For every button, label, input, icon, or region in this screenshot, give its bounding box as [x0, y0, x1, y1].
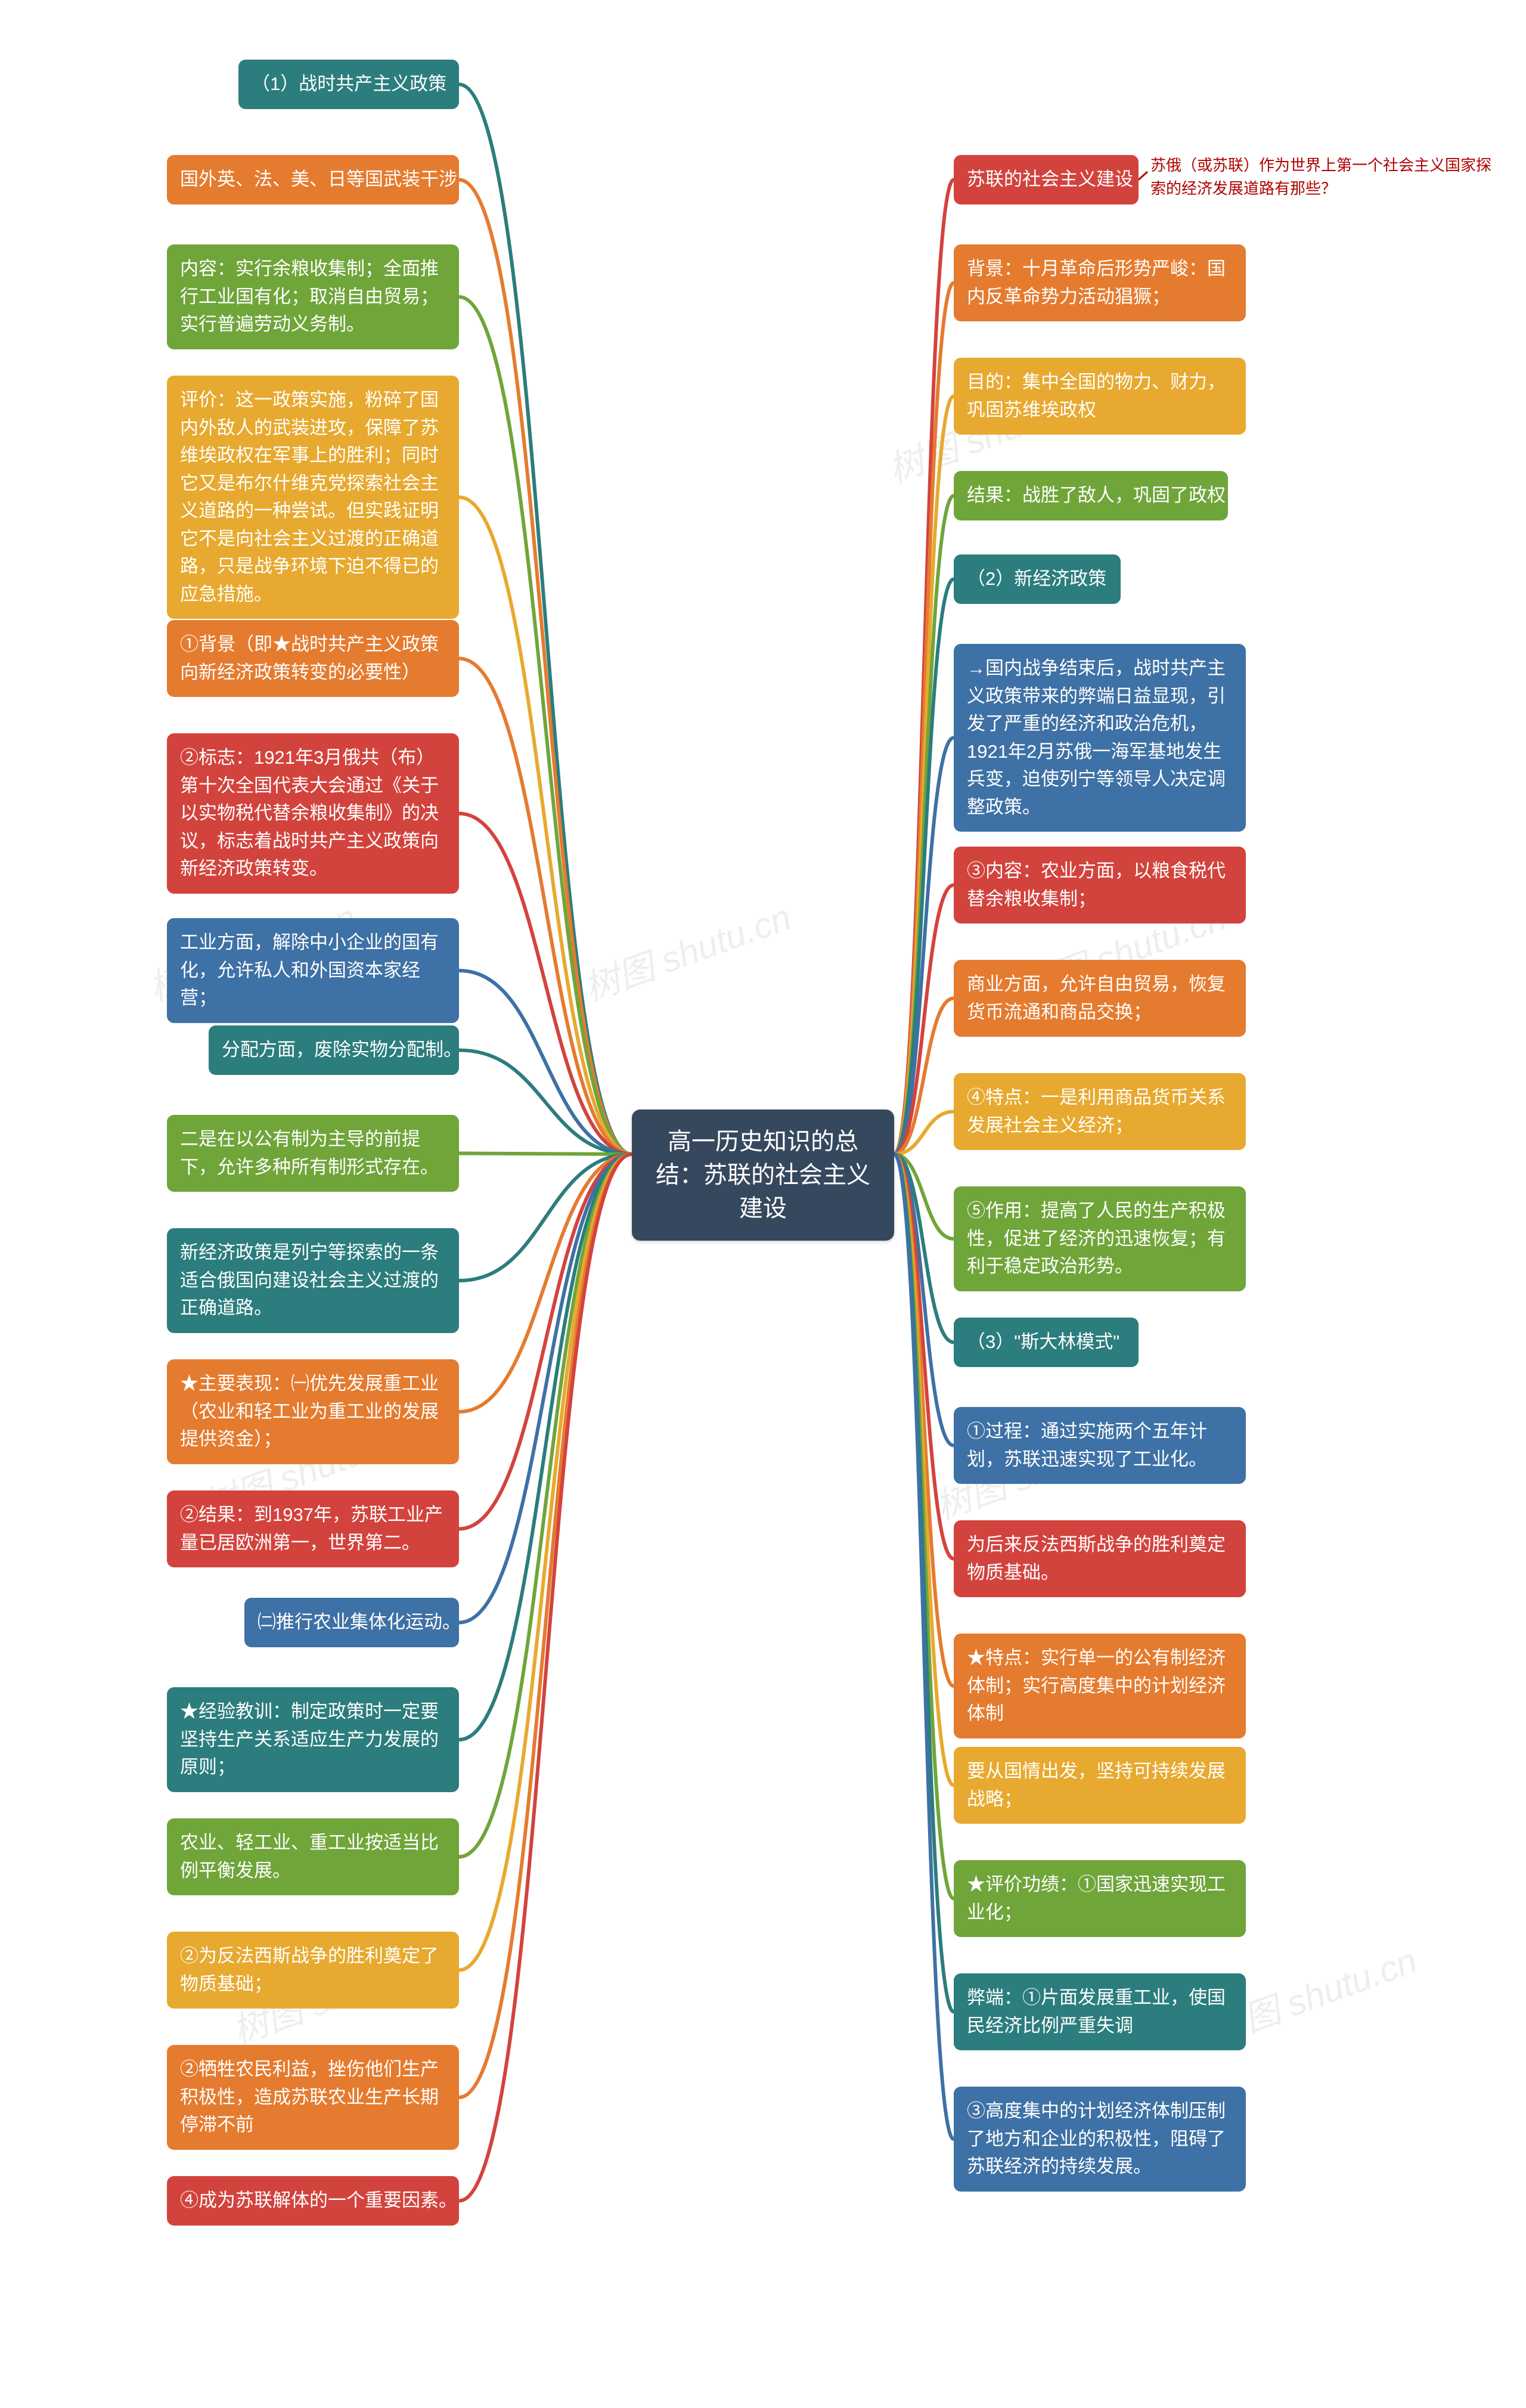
right-node-7[interactable]: 商业方面，允许自由贸易，恢复货币流通和商品交换； [954, 960, 1246, 1037]
left-node-15[interactable]: ②为反法西斯战争的胜利奠定了物质基础； [167, 1932, 459, 2009]
mindmap-canvas: 树图 shutu.cn树图 shutu.cn树图 shutu.cn树图 shut… [0, 0, 1526, 2408]
right-node-2[interactable]: 目的：集中全国的物力、财力，巩固苏维埃政权 [954, 358, 1246, 435]
right-node-16[interactable]: 弊端：①片面发展重工业，使国民经济比例严重失调 [954, 1973, 1246, 2050]
left-node-11[interactable]: ②结果：到1937年，苏联工业产量已居欧洲第一，世界第二。 [167, 1490, 459, 1567]
left-node-1[interactable]: 国外英、法、美、日等国武装干涉 [167, 155, 459, 204]
left-node-10[interactable]: ★主要表现：㈠优先发展重工业（农业和轻工业为重工业的发展提供资金）； [167, 1359, 459, 1464]
left-node-13[interactable]: ★经验教训：制定政策时一定要坚持生产关系适应生产力发展的原则； [167, 1687, 459, 1792]
right-node-12[interactable]: 为后来反法西斯战争的胜利奠定物质基础。 [954, 1520, 1246, 1597]
center-node[interactable]: 高一历史知识的总结：苏联的社会主义建设 [632, 1110, 894, 1241]
left-node-5[interactable]: ②标志：1921年3月俄共（布）第十次全国代表大会通过《关于以实物税代替余粮收集… [167, 733, 459, 894]
right-node-0[interactable]: 苏联的社会主义建设 [954, 155, 1139, 204]
left-node-12[interactable]: ㈡推行农业集体化运动。 [244, 1598, 459, 1647]
left-node-2[interactable]: 内容：实行余粮收集制；全面推行工业国有化；取消自由贸易；实行普遍劳动义务制。 [167, 244, 459, 349]
left-node-6[interactable]: 工业方面，解除中小企业的国有化，允许私人和外国资本家经营； [167, 918, 459, 1023]
left-node-14[interactable]: 农业、轻工业、重工业按适当比例平衡发展。 [167, 1818, 459, 1895]
right-node-6[interactable]: ③内容：农业方面，以粮食税代替余粮收集制； [954, 847, 1246, 923]
right-node-14[interactable]: 要从国情出发，坚持可持续发展战略； [954, 1747, 1246, 1824]
right-node-5[interactable]: →国内战争结束后，战时共产主义政策带来的弊端日益显现，引发了严重的经济和政治危机… [954, 644, 1246, 832]
right-node-4[interactable]: （2）新经济政策 [954, 554, 1121, 604]
right-node-17[interactable]: ③高度集中的计划经济体制压制了地方和企业的积极性，阻碍了苏联经济的持续发展。 [954, 2087, 1246, 2192]
right-node-13[interactable]: ★特点：实行单一的公有制经济体制；实行高度集中的计划经济体制 [954, 1634, 1246, 1738]
left-node-16[interactable]: ②牺牲农民利益，挫伤他们生产积极性，造成苏联农业生产长期停滞不前 [167, 2045, 459, 2150]
left-node-7[interactable]: 分配方面，废除实物分配制。 [209, 1025, 459, 1075]
left-node-4[interactable]: ①背景（即★战时共产主义政策向新经济政策转变的必要性） [167, 620, 459, 697]
right-node-3[interactable]: 结果：战胜了敌人，巩固了政权 [954, 471, 1228, 520]
right-node-1[interactable]: 背景：十月革命后形势严峻：国内反革命势力活动猖獗； [954, 244, 1246, 321]
left-node-3[interactable]: 评价：这一政策实施，粉碎了国内外敌人的武装进攻，保障了苏维埃政权在军事上的胜利；… [167, 376, 459, 619]
left-node-17[interactable]: ④成为苏联解体的一个重要因素。 [167, 2176, 459, 2226]
right-node-9[interactable]: ⑤作用：提高了人民的生产积极性，促进了经济的迅速恢复；有利于稳定政治形势。 [954, 1186, 1246, 1291]
left-node-8[interactable]: 二是在以公有制为主导的前提下，允许多种所有制形式存在。 [167, 1115, 459, 1192]
right-node-15[interactable]: ★评价功绩：①国家迅速实现工业化； [954, 1860, 1246, 1937]
right-node-11[interactable]: ①过程：通过实施两个五年计划，苏联迅速实现了工业化。 [954, 1407, 1246, 1484]
right-node-8[interactable]: ④特点：一是利用商品货币关系发展社会主义经济； [954, 1073, 1246, 1150]
right-node-10[interactable]: （3）"斯大林模式" [954, 1318, 1139, 1367]
left-node-0[interactable]: （1）战时共产主义政策 [238, 60, 459, 109]
extra-annotation: 苏俄（或苏联）作为世界上第一个社会主义国家探索的经济发展道路有那些？ [1150, 154, 1496, 200]
left-node-9[interactable]: 新经济政策是列宁等探索的一条适合俄国向建设社会主义过渡的正确道路。 [167, 1228, 459, 1333]
